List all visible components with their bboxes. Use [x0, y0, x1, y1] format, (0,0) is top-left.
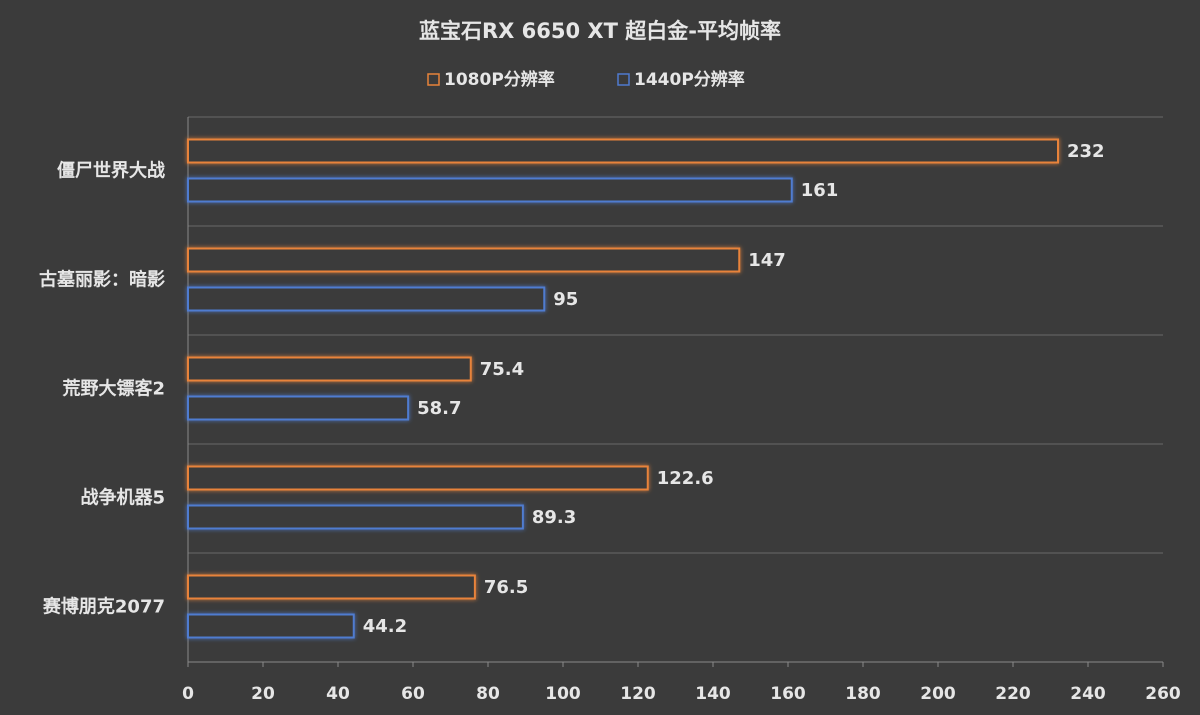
value-label: 44.2 — [363, 616, 407, 637]
value-label: 58.7 — [417, 398, 461, 419]
value-label: 147 — [748, 250, 786, 271]
x-tick-label: 40 — [326, 684, 350, 704]
plot: 僵尸世界大战 232 161 古墓丽影：暗影 147 95 荒野大镖客2 75.4 58.7 战争… — [39, 138, 1105, 639]
bar — [187, 574, 476, 600]
y-tick-label: 僵尸世界大战 — [57, 160, 165, 182]
bar — [187, 395, 410, 421]
bar — [187, 138, 1059, 164]
value-label: 75.4 — [480, 359, 524, 380]
x-tick-label: 240 — [1070, 684, 1106, 704]
y-tick-label: 荒野大镖客2 — [61, 378, 165, 400]
x-tick-label: 180 — [845, 684, 881, 704]
bar — [187, 465, 649, 491]
y-tick-label: 战争机器5 — [80, 487, 165, 509]
x-tick-label: 140 — [695, 684, 731, 704]
x-tick-label: 100 — [545, 684, 581, 704]
x-tick-label: 20 — [251, 684, 275, 704]
value-label: 232 — [1067, 141, 1105, 162]
x-tick-label: 80 — [476, 684, 500, 704]
bar — [187, 504, 524, 530]
chart-title: 蓝宝石RX 6650 XT 超白金-平均帧率 — [419, 19, 781, 43]
value-label: 89.3 — [532, 507, 576, 528]
plot-frame: 0 20 40 60 80 100 120 140 160 180 200 220 240 260 — [182, 116, 1181, 704]
legend: 1080P分辨率 1440P分辨率 — [427, 69, 745, 90]
bar — [187, 356, 472, 382]
y-tick-label: 古墓丽影：暗影 — [39, 269, 165, 291]
x-tick-label: 160 — [770, 684, 806, 704]
value-label: 95 — [553, 289, 578, 310]
bar — [187, 177, 793, 203]
legend-label: 1080P分辨率 — [444, 69, 555, 90]
bar — [187, 286, 546, 312]
legend-swatch — [617, 73, 630, 86]
x-tick-label: 0 — [182, 684, 194, 704]
legend-swatch — [427, 73, 440, 86]
bar — [187, 613, 355, 639]
x-tick-label: 260 — [1145, 684, 1181, 704]
x-tick-label: 60 — [401, 684, 425, 704]
x-tick-label: 200 — [920, 684, 956, 704]
value-label: 161 — [801, 180, 839, 201]
legend-label: 1440P分辨率 — [634, 69, 745, 90]
x-tick-label: 220 — [995, 684, 1031, 704]
bar — [187, 247, 741, 273]
y-tick-label: 赛博朋克2077 — [42, 596, 165, 618]
x-tick-label: 120 — [620, 684, 656, 704]
value-label: 122.6 — [657, 468, 714, 489]
value-label: 76.5 — [484, 577, 528, 598]
